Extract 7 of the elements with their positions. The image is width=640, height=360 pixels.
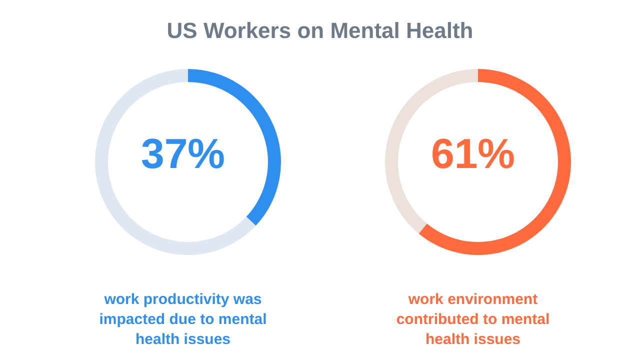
text: 61% xyxy=(430,130,516,178)
donut-slice xyxy=(95,69,256,255)
text: 37% xyxy=(140,130,226,178)
chart-title: US Workers on Mental Health xyxy=(166,18,474,44)
donut-slice xyxy=(418,69,571,255)
text: work environment contributed to mental health issues xyxy=(395,290,551,350)
text: work productivity was impacted due to mental health issues xyxy=(98,290,268,350)
